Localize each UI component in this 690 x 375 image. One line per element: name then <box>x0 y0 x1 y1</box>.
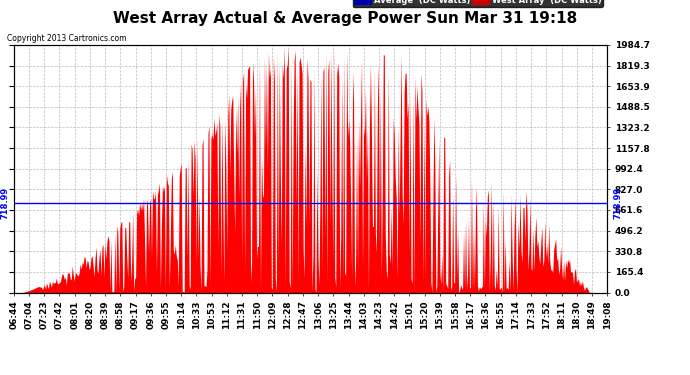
Text: Copyright 2013 Cartronics.com: Copyright 2013 Cartronics.com <box>7 34 126 43</box>
Text: 718.99: 718.99 <box>613 187 622 219</box>
Legend: Average  (DC Watts), West Array  (DC Watts): Average (DC Watts), West Array (DC Watts… <box>353 0 603 7</box>
Text: West Array Actual & Average Power Sun Mar 31 19:18: West Array Actual & Average Power Sun Ma… <box>113 11 577 26</box>
Text: 718.99: 718.99 <box>0 187 9 219</box>
